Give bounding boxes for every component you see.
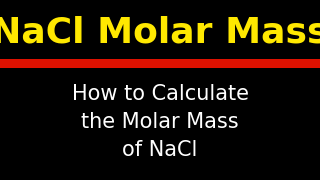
Text: NaCl Molar Mass: NaCl Molar Mass xyxy=(0,15,320,49)
Bar xyxy=(0,58,320,68)
Text: How to Calculate: How to Calculate xyxy=(71,84,249,105)
Text: of NaCl: of NaCl xyxy=(122,140,198,160)
Text: the Molar Mass: the Molar Mass xyxy=(81,112,239,132)
